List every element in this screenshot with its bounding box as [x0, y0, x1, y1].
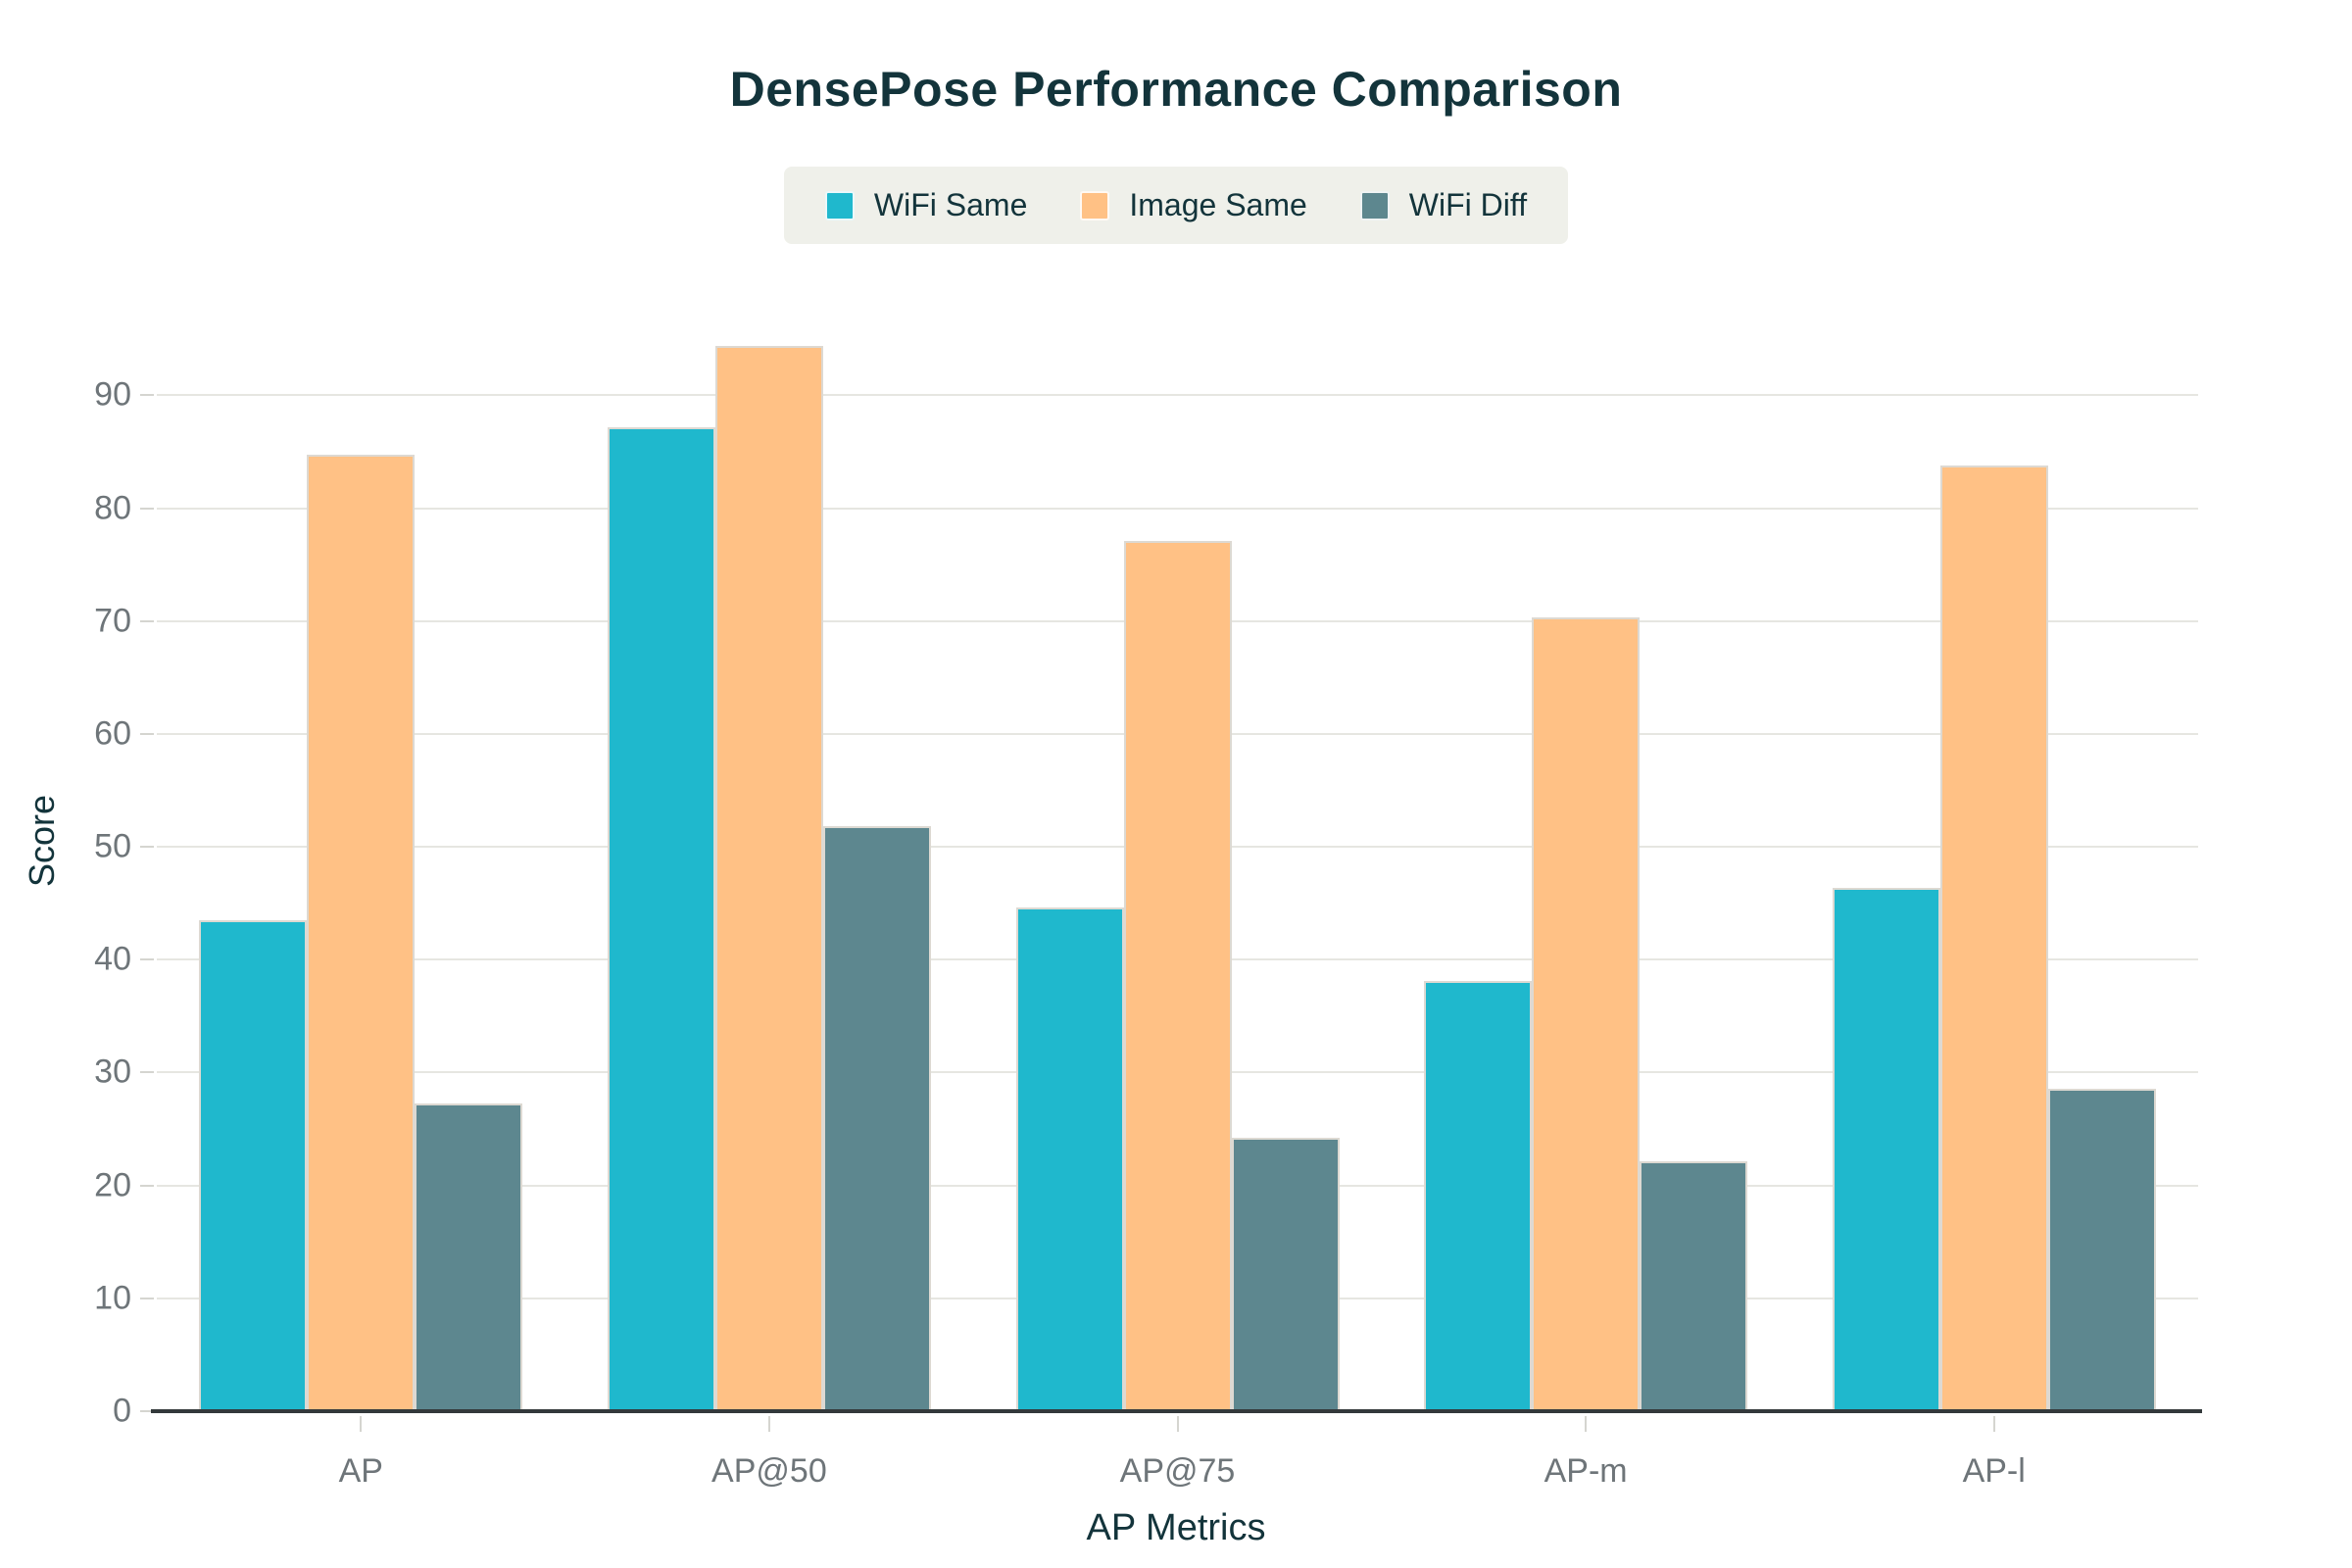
chart-title: DensePose Performance Comparison [729, 62, 1623, 117]
y-tick-mark-60 [140, 732, 154, 735]
bar-wifi-diff-ap-m [1640, 1161, 1748, 1411]
y-tick-mark-0 [140, 1410, 154, 1412]
y-tick-mark-70 [140, 619, 154, 622]
bar-image-same-ap-m [1532, 617, 1641, 1411]
x-tick-label-ap-75: AP@75 [1119, 1452, 1236, 1490]
bar-wifi-same-ap-50 [607, 426, 715, 1411]
y-tick-label-90: 90 [94, 375, 131, 414]
y-axis-title: Score [22, 794, 62, 888]
legend-label-wifi-diff: WiFi Diff [1408, 187, 1528, 222]
bar-image-same-ap-75 [1123, 540, 1232, 1411]
plot-area: 0 10 20 30 40 50 60 70 80 90 AP AP@50 AP@75 AP-m AP-l [94, 333, 2202, 1490]
legend-item-image-same[interactable]: Image Same [1080, 187, 1307, 223]
bar-wifi-same-ap-75 [1015, 907, 1124, 1411]
legend-label-wifi-same: WiFi Same [873, 187, 1028, 222]
x-tick-mark-ap-m [1585, 1416, 1588, 1432]
x-tick-label-ap-50: AP@50 [711, 1452, 827, 1490]
y-tick-label-20: 20 [94, 1166, 131, 1204]
legend: WiFi Same Image Same WiFi Diff [0, 167, 2352, 244]
y-tick-label-60: 60 [94, 714, 131, 753]
x-tick-label-ap: AP [338, 1452, 383, 1490]
y-tick-label-10: 10 [94, 1279, 131, 1317]
bar-wifi-diff-ap-75 [1231, 1138, 1340, 1411]
x-tick-mark-ap-50 [767, 1416, 770, 1432]
x-tick-mark-ap-75 [1176, 1416, 1179, 1432]
bar-wifi-diff-ap-l [2047, 1088, 2156, 1411]
legend-swatch-image-same [1080, 190, 1110, 220]
x-tick-mark-ap [360, 1416, 363, 1432]
bar-wifi-diff-ap-50 [822, 826, 931, 1411]
y-tick-label-50: 50 [94, 827, 131, 865]
gridline-90 [157, 394, 2198, 397]
y-tick-mark-20 [140, 1184, 154, 1187]
y-tick-mark-30 [140, 1071, 154, 1074]
legend-swatch-wifi-same [824, 190, 855, 220]
x-tick-mark-ap-l [1992, 1416, 1995, 1432]
x-axis-line [151, 1409, 2202, 1413]
legend-swatch-wifi-diff [1359, 190, 1390, 220]
bar-image-same-ap [307, 455, 416, 1411]
legend-item-wifi-diff[interactable]: WiFi Diff [1359, 187, 1528, 223]
y-tick-mark-50 [140, 846, 154, 849]
bar-wifi-same-ap-l [1832, 887, 1940, 1411]
legend-label-image-same: Image Same [1129, 187, 1307, 222]
x-axis-title: AP Metrics [1086, 1507, 1266, 1548]
x-tick-label-ap-m: AP-m [1544, 1452, 1628, 1490]
bar-wifi-diff-ap [415, 1102, 523, 1411]
legend-box: WiFi Same Image Same WiFi Diff [783, 167, 1569, 244]
bar-image-same-ap-50 [714, 345, 823, 1411]
y-tick-label-0: 0 [113, 1392, 131, 1430]
bar-wifi-same-ap-m [1424, 981, 1533, 1411]
y-tick-mark-40 [140, 958, 154, 961]
y-tick-mark-10 [140, 1297, 154, 1299]
x-tick-label-ap-l: AP-l [1962, 1452, 2026, 1490]
y-tick-mark-80 [140, 507, 154, 510]
gridline-80 [157, 507, 2198, 510]
y-tick-label-80: 80 [94, 489, 131, 527]
y-tick-label-30: 30 [94, 1053, 131, 1091]
y-tick-label-70: 70 [94, 602, 131, 640]
y-tick-label-40: 40 [94, 940, 131, 978]
legend-item-wifi-same[interactable]: WiFi Same [824, 187, 1028, 223]
y-tick-mark-90 [140, 394, 154, 397]
bar-image-same-ap-l [1939, 465, 2048, 1411]
bar-wifi-same-ap [199, 919, 308, 1411]
